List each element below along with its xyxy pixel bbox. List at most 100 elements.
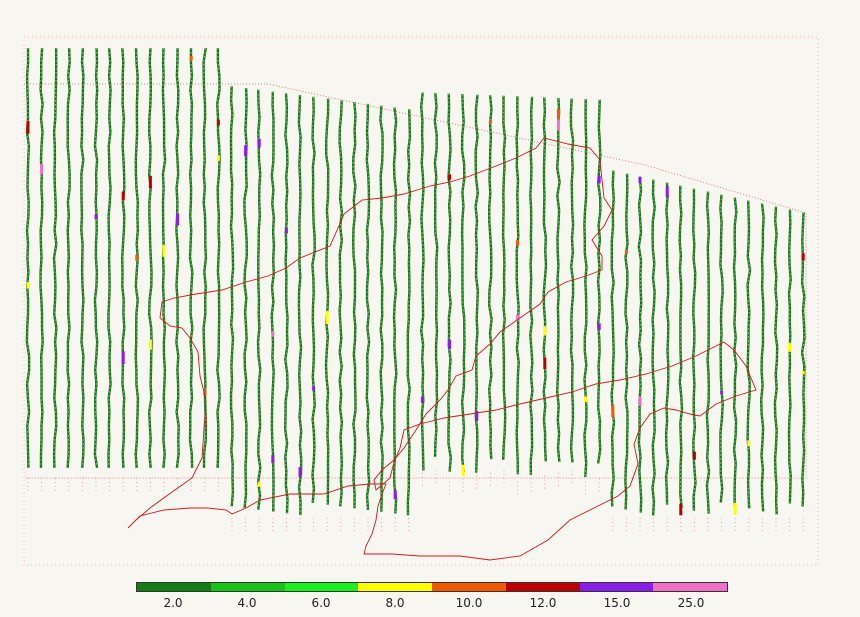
legend-swatch xyxy=(284,583,359,591)
boundary-polygon xyxy=(127,137,757,561)
anomaly-mark xyxy=(26,282,30,289)
anomaly-mark xyxy=(448,174,452,180)
flight-line xyxy=(719,194,724,503)
flight-line xyxy=(66,47,71,469)
anomaly-mark xyxy=(665,186,669,198)
legend-swatch xyxy=(358,583,432,591)
anomaly-mark xyxy=(135,254,139,261)
flight-line xyxy=(433,92,439,458)
anomaly-mark xyxy=(257,482,261,487)
flight-line xyxy=(556,97,560,462)
legend-label: 25.0 xyxy=(677,596,705,610)
anomaly-mark xyxy=(543,326,547,336)
anomaly-mark xyxy=(556,119,560,131)
flight-line xyxy=(759,203,765,512)
color-scale-legend xyxy=(136,582,728,592)
flight-lines xyxy=(25,47,806,532)
anomaly-mark xyxy=(244,145,248,157)
flight-line xyxy=(706,191,710,514)
flight-line xyxy=(596,99,602,464)
flight-line xyxy=(570,98,574,463)
survey-block-outline xyxy=(24,83,807,479)
anomaly-mark xyxy=(257,138,261,148)
legend-swatch xyxy=(579,583,654,591)
flight-line xyxy=(297,95,303,516)
flight-line xyxy=(638,176,642,513)
flight-line xyxy=(665,182,669,505)
flight-line xyxy=(760,203,765,512)
anomaly-mark xyxy=(638,396,642,406)
anomaly-mark xyxy=(475,410,479,421)
legend-swatch xyxy=(137,583,211,591)
anomaly-mark xyxy=(597,175,601,184)
legend-label: 4.0 xyxy=(237,596,257,610)
flight-line xyxy=(420,92,425,471)
anomaly-mark xyxy=(624,250,628,254)
anomaly-mark xyxy=(271,332,275,337)
anomaly-mark xyxy=(271,455,275,464)
anomaly-mark xyxy=(148,339,152,350)
anomaly-mark xyxy=(611,404,615,418)
flight-line xyxy=(746,200,751,509)
anomaly-mark xyxy=(516,314,520,321)
legend-label: 10.0 xyxy=(455,596,483,610)
legend-swatch xyxy=(432,583,506,591)
legend-label: 8.0 xyxy=(385,596,405,610)
flight-line xyxy=(229,86,235,507)
flight-line xyxy=(746,200,752,509)
legend-swatch xyxy=(653,583,727,591)
anomaly-mark xyxy=(516,240,520,246)
flight-line xyxy=(25,47,31,469)
anomaly-mark xyxy=(121,191,125,201)
flight-line xyxy=(488,95,492,460)
anomaly-mark xyxy=(420,396,424,403)
flight-line xyxy=(147,47,153,469)
anomaly-mark xyxy=(597,323,601,330)
flight-line xyxy=(515,96,520,475)
anomaly-mark xyxy=(189,55,193,61)
anomaly-mark xyxy=(148,175,152,189)
flight-line xyxy=(487,95,493,460)
anomaly-mark xyxy=(121,351,125,364)
anomaly-mark xyxy=(488,120,492,124)
flight-line xyxy=(625,173,628,510)
color-scale-labels: 2.0 4.0 6.0 8.0 10.0 12.0 15.0 25.0 xyxy=(136,596,728,612)
flight-line xyxy=(801,212,806,507)
legend-label: 2.0 xyxy=(163,596,183,610)
anomaly-mark xyxy=(461,464,465,477)
flight-line xyxy=(679,185,683,508)
flight-line xyxy=(774,206,778,515)
flight-line xyxy=(652,179,656,516)
flight-line xyxy=(120,47,126,469)
anomaly-mark xyxy=(312,386,316,391)
flight-line xyxy=(434,92,438,458)
anomaly-mark xyxy=(162,245,166,257)
flight-line xyxy=(270,91,276,512)
anomaly-mark xyxy=(788,343,792,352)
anomaly-mark xyxy=(216,119,220,126)
anomaly-mark xyxy=(94,214,98,220)
flight-line xyxy=(93,47,99,469)
anomaly-mark xyxy=(584,396,588,403)
legend-label: 12.0 xyxy=(529,596,557,610)
flight-line xyxy=(733,197,737,506)
anomaly-mark xyxy=(692,451,696,460)
legend-swatch xyxy=(505,583,580,591)
flight-line xyxy=(283,93,289,514)
flight-line xyxy=(611,170,615,507)
flight-line xyxy=(52,47,58,469)
anomaly-mark xyxy=(284,227,288,234)
flight-line xyxy=(406,109,412,516)
anomaly-mark xyxy=(448,339,452,349)
flight-line xyxy=(365,103,371,510)
flight-line xyxy=(351,102,357,509)
flight-line xyxy=(324,98,330,505)
anomaly-mark xyxy=(679,503,683,516)
flight-line xyxy=(188,47,194,469)
flight-line xyxy=(175,47,180,469)
anomaly-mark xyxy=(216,155,220,161)
legend-label: 6.0 xyxy=(311,596,331,610)
flight-line xyxy=(161,47,167,469)
anomaly-mark xyxy=(747,440,751,447)
